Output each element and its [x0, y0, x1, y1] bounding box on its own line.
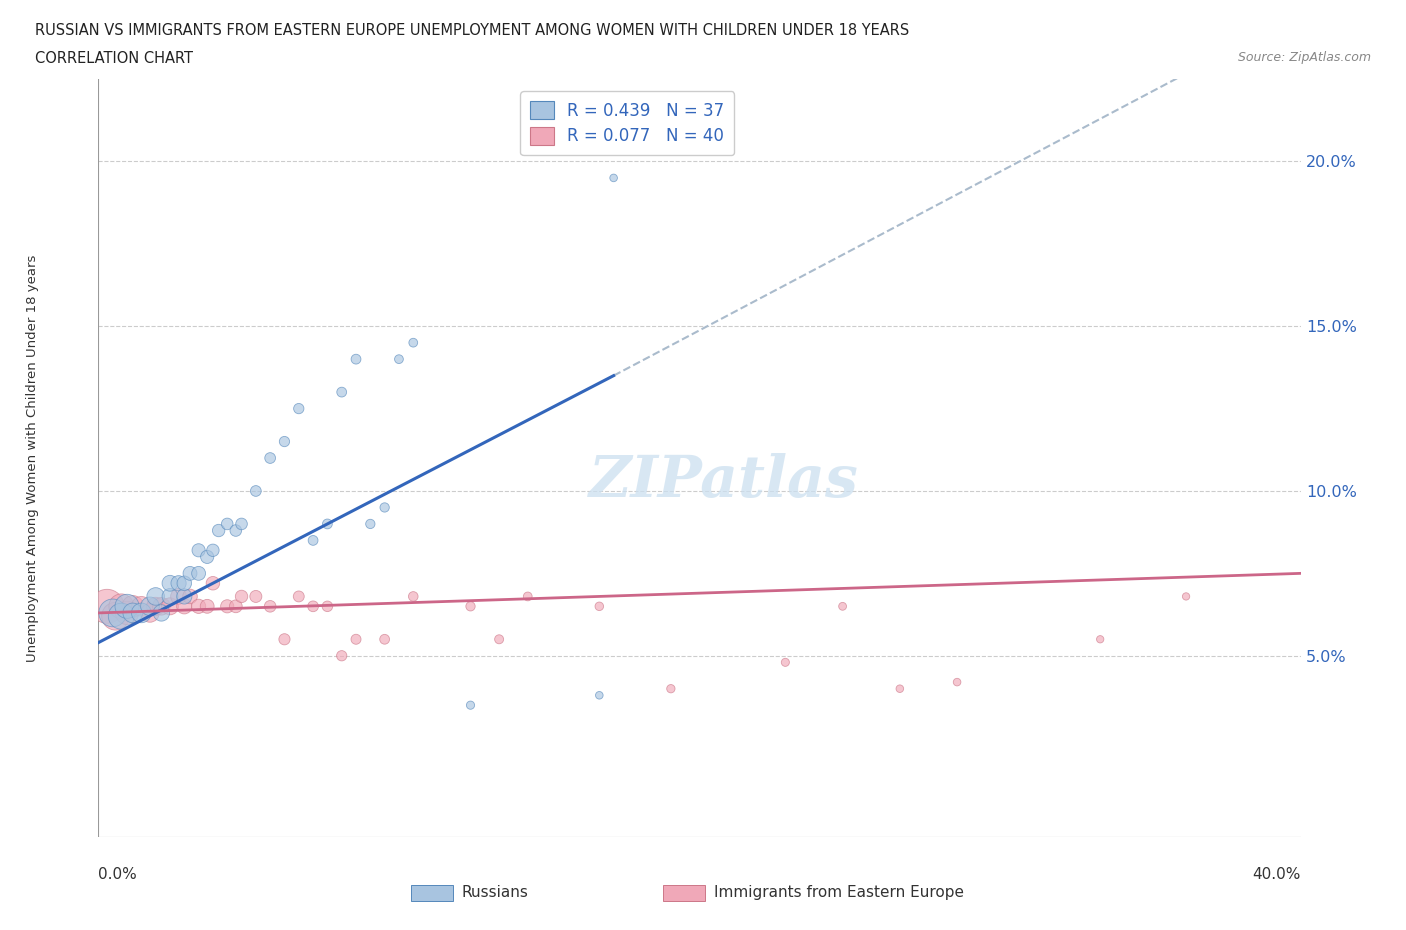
Point [231, 516, 253, 531]
Point [115, 605, 138, 620]
Point [359, 516, 381, 531]
Point [217, 516, 239, 531]
Point [167, 576, 190, 591]
Point [1088, 631, 1111, 646]
Point [195, 599, 218, 614]
Point [225, 523, 247, 538]
Point [167, 589, 190, 604]
Point [173, 599, 195, 614]
Point [330, 648, 353, 663]
Point [460, 698, 482, 712]
Point [208, 523, 231, 538]
Point [273, 434, 295, 449]
Text: 40.0%: 40.0% [1253, 868, 1301, 883]
FancyBboxPatch shape [411, 884, 453, 901]
Point [110, 599, 132, 614]
Point [187, 543, 209, 558]
Point [150, 605, 173, 620]
Point [145, 599, 167, 614]
Point [344, 352, 367, 366]
Point [139, 605, 162, 620]
Point [145, 589, 167, 604]
Point [330, 385, 353, 400]
Point [201, 543, 224, 558]
Point [195, 550, 218, 565]
Point [374, 631, 396, 646]
Text: Immigrants from Eastern Europe: Immigrants from Eastern Europe [714, 884, 965, 900]
Point [150, 599, 173, 614]
Point [187, 599, 209, 614]
Point [488, 631, 510, 646]
Point [588, 688, 610, 703]
Point [104, 609, 127, 624]
Point [831, 599, 853, 614]
Point [159, 576, 181, 591]
Point [217, 599, 239, 614]
Point [288, 401, 311, 416]
Point [173, 576, 195, 591]
Point [316, 516, 339, 531]
Point [131, 599, 153, 614]
Point [245, 589, 267, 604]
Point [402, 335, 425, 350]
Text: Russians: Russians [461, 884, 529, 900]
Point [946, 674, 969, 689]
FancyBboxPatch shape [664, 884, 706, 901]
Point [1175, 589, 1198, 604]
Point [245, 484, 267, 498]
Point [110, 609, 132, 624]
Point [259, 599, 281, 614]
Point [159, 599, 181, 614]
Text: CORRELATION CHART: CORRELATION CHART [35, 51, 193, 66]
Point [273, 631, 295, 646]
Point [121, 599, 143, 614]
Point [96, 599, 118, 614]
Point [259, 451, 281, 466]
Point [173, 589, 195, 604]
Point [187, 566, 209, 581]
Point [374, 500, 396, 515]
Text: RUSSIAN VS IMMIGRANTS FROM EASTERN EUROPE UNEMPLOYMENT AMONG WOMEN WITH CHILDREN: RUSSIAN VS IMMIGRANTS FROM EASTERN EUROP… [35, 23, 910, 38]
Point [516, 589, 538, 604]
Text: ZIPatlas: ZIPatlas [589, 453, 859, 509]
Point [388, 352, 411, 366]
Point [225, 599, 247, 614]
Point [302, 533, 325, 548]
Point [159, 589, 181, 604]
Point [588, 599, 610, 614]
Point [775, 655, 797, 670]
Text: 0.0%: 0.0% [98, 868, 138, 883]
Point [231, 589, 253, 604]
Point [344, 631, 367, 646]
Point [131, 605, 153, 620]
Text: Source: ZipAtlas.com: Source: ZipAtlas.com [1237, 51, 1371, 64]
Point [201, 576, 224, 591]
Point [889, 682, 911, 697]
Point [139, 599, 162, 614]
Point [460, 599, 482, 614]
Legend: R = 0.439   N = 37, R = 0.077   N = 40: R = 0.439 N = 37, R = 0.077 N = 40 [520, 91, 734, 155]
Text: Unemployment Among Women with Children Under 18 years: Unemployment Among Women with Children U… [25, 254, 39, 662]
Point [602, 170, 624, 185]
Point [101, 605, 124, 620]
Point [179, 589, 201, 604]
Point [302, 599, 325, 614]
Point [659, 682, 682, 697]
Point [121, 605, 143, 620]
Point [179, 566, 201, 581]
Point [288, 589, 311, 604]
Point [402, 589, 425, 604]
Point [316, 599, 339, 614]
Point [115, 599, 138, 614]
